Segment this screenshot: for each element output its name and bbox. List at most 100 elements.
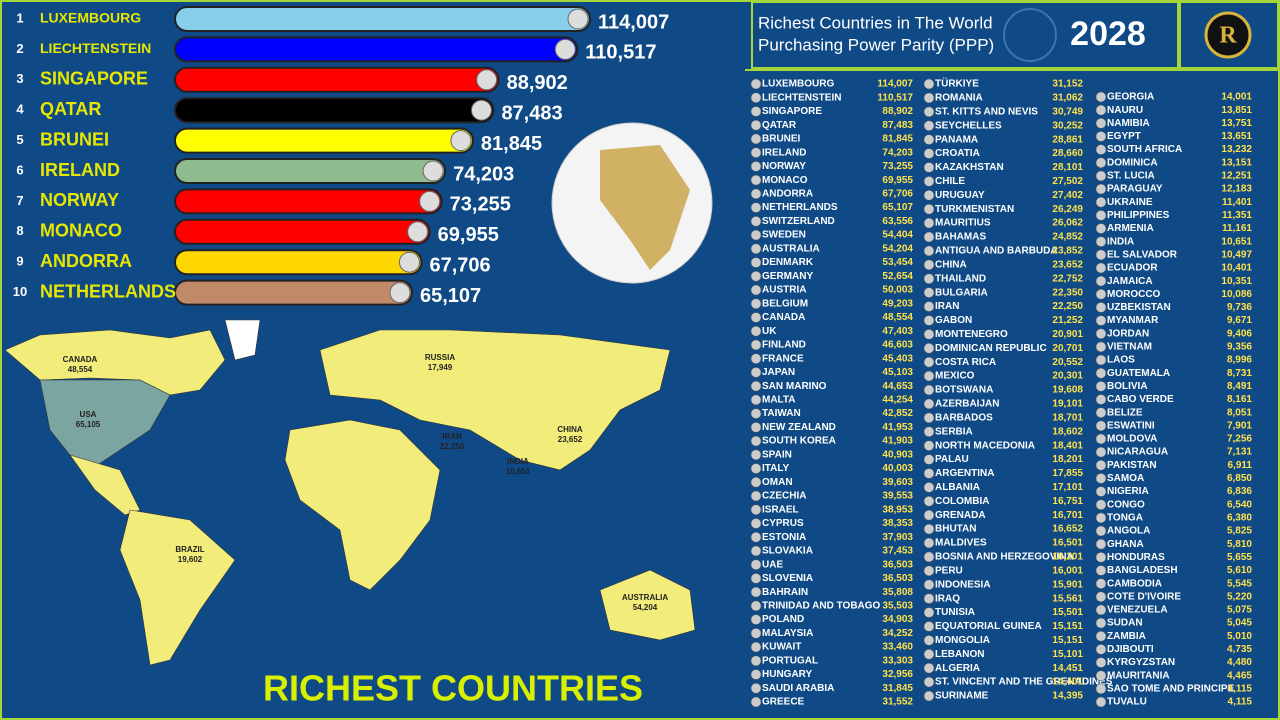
list-flag: [750, 614, 762, 625]
list-flag: [923, 356, 935, 368]
list-country: DOMINICAN REPUBLIC: [935, 343, 1047, 354]
bar: [174, 66, 500, 93]
list-country: TÜRKIYE: [935, 77, 979, 90]
list-value: 5,220: [1227, 591, 1252, 602]
list-country: SURINAME: [935, 691, 989, 702]
list-country: PERU: [935, 565, 963, 576]
list-flag: [750, 367, 762, 378]
bar: [174, 36, 579, 63]
list-flag: [1095, 341, 1107, 353]
list-country: ESTONIA: [762, 532, 806, 543]
list-country: SLOVENIA: [762, 573, 813, 584]
list-flag: [923, 454, 935, 465]
list-flag: [1095, 407, 1107, 418]
list-flag: [1095, 670, 1107, 681]
list-country: GERMANY: [762, 271, 813, 282]
list-country: GEORGIA: [1107, 92, 1154, 103]
list-flag: [1095, 328, 1107, 339]
list-country: ISRAEL: [762, 504, 799, 515]
list-flag: [1095, 433, 1107, 445]
map-value: 22,250: [440, 442, 465, 451]
list-value: 4,480: [1227, 657, 1252, 668]
list-country: ANTIGUA AND BARBUDA: [935, 246, 1058, 257]
list-flag: [1095, 512, 1107, 524]
bar-label: BRUNEI: [40, 129, 109, 149]
list-country: SERBIA: [935, 426, 973, 437]
list-flag: [923, 635, 935, 646]
list-country: MYANMAR: [1107, 315, 1159, 326]
list-value: 73,255: [882, 161, 913, 172]
list-country: MONTENEGRO: [935, 329, 1008, 340]
list-value: 22,752: [1052, 273, 1083, 284]
list-country: URUGUAY: [935, 190, 985, 201]
list-value: 46,603: [882, 340, 913, 351]
list-country: NICARAGUA: [1107, 447, 1168, 458]
list-value: 20,552: [1052, 357, 1083, 368]
flag: [389, 282, 411, 304]
list-value: 16,751: [1052, 496, 1083, 507]
map-value: 17,949: [428, 363, 453, 372]
list-flag: [1095, 302, 1107, 313]
list-value: 8,996: [1227, 355, 1252, 366]
list-country: MONGOLIA: [935, 635, 990, 646]
list-value: 7,256: [1227, 434, 1252, 445]
bar-label: MONACO: [40, 221, 122, 241]
list-country: LAOS: [1107, 355, 1135, 366]
list-country: ANGOLA: [1107, 526, 1150, 537]
bar-label: NETHERLANDS: [40, 281, 176, 301]
list-country: PAKISTAN: [1107, 460, 1157, 471]
list-flag: [1095, 420, 1107, 432]
africa: [284, 419, 441, 591]
list-value: 20,301: [1052, 371, 1083, 382]
bar: [174, 249, 423, 276]
list-value: 14,395: [1052, 691, 1083, 702]
bar-label: NORWAY: [40, 190, 119, 210]
list-value: 6,911: [1228, 460, 1253, 471]
list-value: 28,861: [1052, 134, 1083, 145]
list-value: 40,003: [882, 463, 913, 474]
bar: [174, 279, 413, 306]
list-country: SOUTH KOREA: [762, 436, 836, 447]
list-country: GUATEMALA: [1107, 368, 1170, 379]
list-value: 16,201: [1052, 552, 1083, 563]
south-america: [119, 509, 236, 666]
list-country: SOUTH AFRICA: [1107, 144, 1182, 155]
list-flag: [1095, 367, 1107, 379]
list-flag: [1095, 446, 1107, 458]
list-flag: [1095, 657, 1107, 668]
list-value: 13,232: [1221, 144, 1252, 155]
list-country: KAZAKHSTAN: [935, 162, 1004, 173]
list-value: 8,731: [1227, 368, 1252, 379]
header-box: [745, 1, 1280, 71]
list-country: SINGAPORE: [762, 106, 822, 117]
list-flag: [1095, 683, 1107, 695]
list-flag: [1095, 696, 1107, 708]
list-flag: [1095, 210, 1107, 221]
list-flag: [1095, 460, 1107, 471]
rank: 7: [16, 193, 23, 208]
list-value: 35,808: [882, 587, 913, 598]
list-value: 10,497: [1221, 249, 1252, 260]
list-flag: [1095, 486, 1107, 497]
list-country: ARMENIA: [1107, 223, 1154, 234]
list-value: 21,252: [1052, 315, 1083, 326]
list-value: 37,903: [882, 532, 913, 543]
list-country: GHANA: [1107, 539, 1144, 550]
value-label: 114,007: [598, 11, 669, 33]
list-country: KUWAIT: [762, 642, 801, 653]
list-country: MAURITANIA: [1107, 670, 1170, 681]
list-flag: [923, 190, 935, 201]
list-value: 28,101: [1052, 162, 1083, 173]
list-country: LIECHTENSTEIN: [762, 92, 841, 103]
list-country: ST. KITTS AND NEVIS: [935, 106, 1038, 117]
list-flag: [923, 649, 935, 660]
list-country: JAPAN: [762, 367, 795, 378]
map-value: 54,204: [633, 603, 658, 612]
rank: 2: [16, 41, 23, 56]
value-label: 69,955: [438, 224, 499, 246]
list-country: SEYCHELLES: [935, 120, 1002, 131]
list-country: ST. VINCENT AND THE GRENADINES: [935, 677, 1113, 688]
list-country: BANGLADESH: [1107, 565, 1178, 576]
map-value: 48,554: [68, 365, 93, 374]
